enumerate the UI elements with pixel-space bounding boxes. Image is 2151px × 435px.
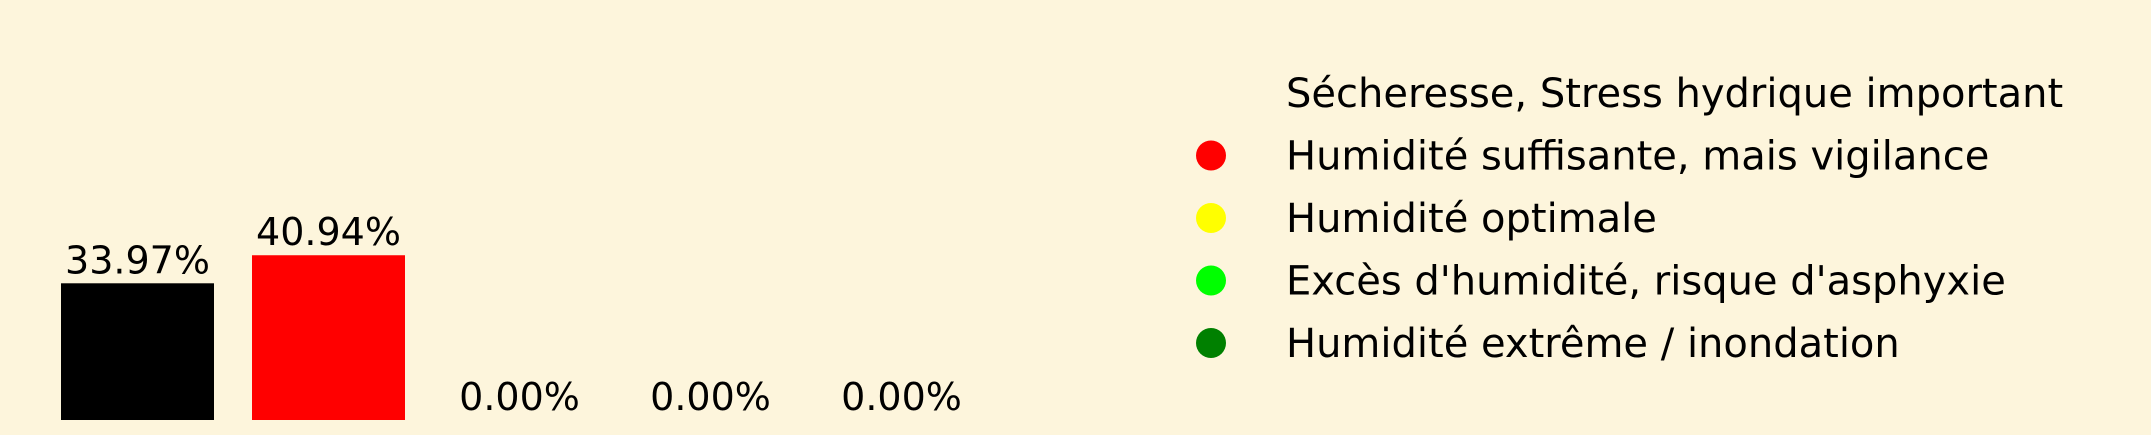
legend-label-3: Humidité optimale	[1286, 196, 1657, 242]
legend-marker-4	[1196, 265, 1226, 296]
bar-value-label-4: 0.00%	[650, 375, 771, 419]
bars-group	[61, 255, 405, 420]
bar-value-label-5: 0.00%	[841, 375, 962, 419]
legend-label-5: Humidité extrême / inondation	[1286, 321, 1900, 367]
bar-value-label-1: 33.97%	[65, 238, 210, 282]
value-labels-group: 33.97% 40.94% 0.00% 0.00% 0.00%	[65, 210, 962, 419]
legend-label-2: Humidité suffisante, mais vigilance	[1286, 134, 1989, 180]
bar-value-label-3: 0.00%	[459, 375, 580, 419]
legend-marker-3	[1196, 203, 1226, 233]
legend-marker-2	[1196, 140, 1226, 171]
legend-label-4: Excès d'humidité, risque d'asphyxie	[1286, 259, 2006, 305]
legend-label-1: Sécheresse, Stress hydrique important	[1286, 71, 2063, 117]
bar-value-label-2: 40.94%	[256, 210, 401, 254]
legend: Sécheresse, Stress hydrique important Hum…	[1196, 71, 2063, 367]
legend-marker-5	[1196, 328, 1226, 358]
bar-1	[61, 283, 214, 420]
bar-2	[252, 255, 405, 420]
